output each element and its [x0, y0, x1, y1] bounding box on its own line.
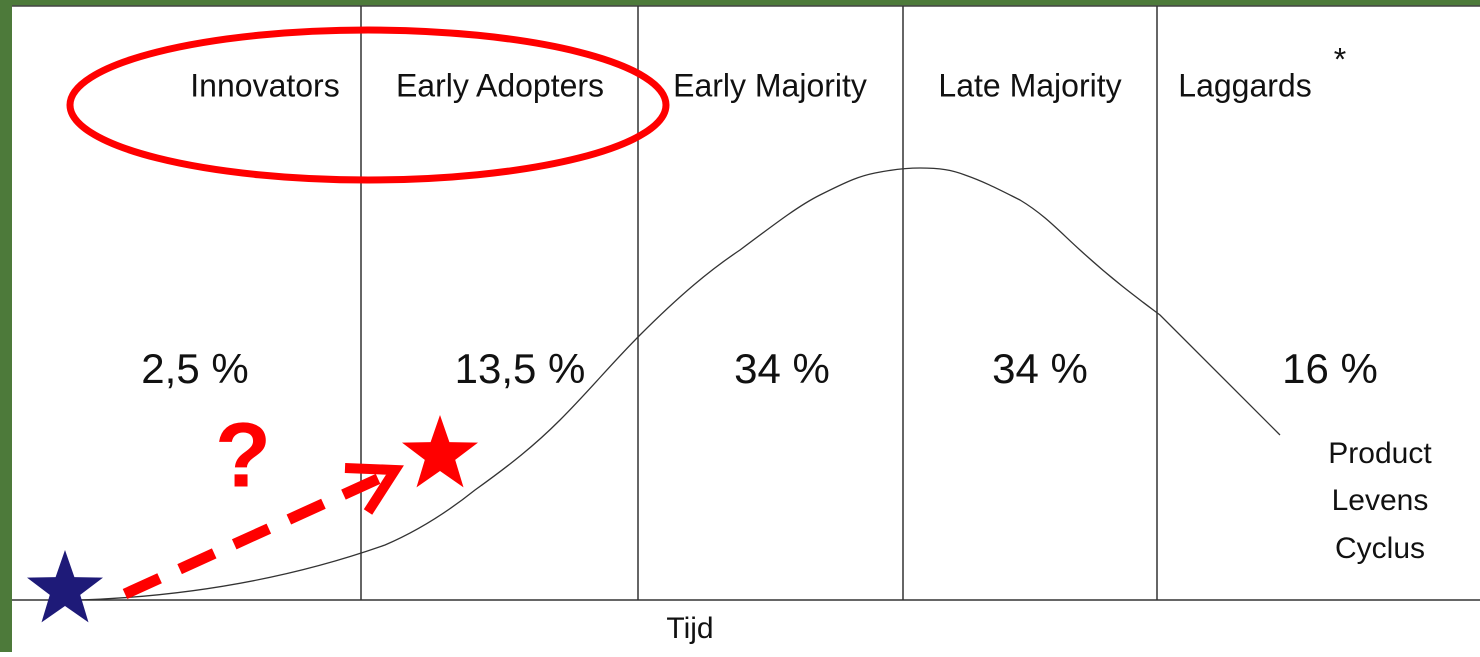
segment-share: 34 %: [734, 345, 830, 392]
question-mark: ?: [215, 404, 271, 506]
segment-share: 16 %: [1282, 345, 1378, 392]
segment-label: Laggards: [1178, 67, 1311, 103]
page: {"segments": [ {"label": "Innovators", "…: [0, 0, 1480, 652]
segment-label: Early Majority: [673, 67, 867, 103]
diagram: Innovators 2,5 % Early Adopters 13,5 % Early…: [0, 0, 1480, 652]
segment-share: 13,5 %: [455, 345, 586, 392]
axis-label: Tijd: [666, 612, 713, 645]
segment-label: Early Adopters: [396, 67, 604, 103]
curve-label: Levens: [1332, 484, 1429, 517]
curve-label: Cyclus: [1335, 532, 1425, 565]
segment-label: Late Majority: [938, 67, 1121, 103]
segment-label: Innovators: [190, 67, 339, 103]
segment-share: 34 %: [992, 345, 1088, 392]
segment-share: 2,5 %: [141, 345, 248, 392]
curve-label: Product: [1328, 437, 1432, 470]
note-mark: *: [1334, 41, 1346, 77]
